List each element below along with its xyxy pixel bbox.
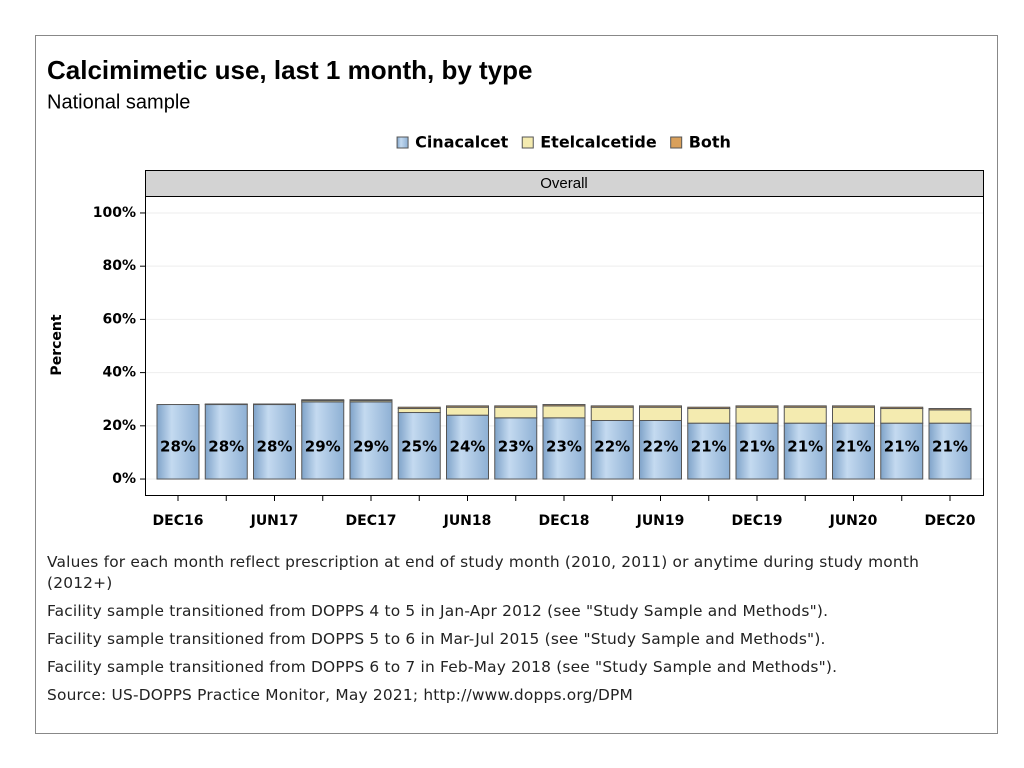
legend: Cinacalcet Etelcalcetide Both [396,133,731,152]
x-tick-label: DEC19 [732,513,783,529]
legend-label: Both [689,133,731,152]
bar-segment [446,405,489,408]
note: Values for each month reflect prescripti… [47,553,920,592]
value-label: 21% [884,438,920,456]
panel-label: Overall [540,175,588,192]
x-tick-label: DEC17 [346,513,397,529]
bar-segment [590,405,634,408]
bar-segment [639,420,682,480]
x-tick-label: JUN19 [636,513,685,529]
bar-segment [687,408,731,424]
bar-segment [735,405,779,408]
bar-segment [639,406,682,422]
bar-segment [349,399,393,402]
x-tick-label: DEC20 [925,513,976,529]
value-label: 22% [643,438,679,456]
bar-segment [397,406,441,410]
legend-label: Etelcalcetide [540,133,657,152]
bar-segment [928,408,972,411]
bar-segment [301,399,345,402]
x-tick-label: JUN18 [443,513,492,529]
value-label: 21% [836,438,872,456]
value-label: 21% [739,438,775,456]
legend-swatch [521,136,534,149]
y-tick-label: 60% [102,311,136,327]
legend-swatch [396,136,409,149]
y-tick-label: 0% [112,471,136,487]
y-tick-label: 40% [102,365,136,381]
x-tick-label: DEC18 [539,513,590,529]
bar-segment [542,417,586,480]
bar-segment [735,406,779,424]
bar-segment [832,422,875,480]
value-label: 25% [401,438,437,456]
value-label: 21% [787,438,823,456]
value-label: 23% [546,438,582,456]
bar-segment [156,404,200,480]
bar-segment [735,422,779,480]
x-tick-label: JUN17 [250,513,299,529]
bar-segment [832,405,875,408]
value-label: 29% [353,438,389,456]
bar-segment [301,401,345,480]
bar-segment [880,408,924,424]
notes: Values for each month reflect prescripti… [47,552,987,713]
bar-segment [204,404,248,480]
bar-segment [687,406,731,410]
bar-segment [253,403,296,406]
value-label: 28% [208,438,244,456]
bar-segment [783,405,827,408]
legend-label: Cinacalcet [415,133,509,152]
value-label: 21% [691,438,727,456]
y-tick-label: 80% [102,258,136,274]
bar-segment [397,412,441,480]
bar-segment [590,406,634,422]
note: Source: US-DOPPS Practice Monitor, May 2… [47,686,633,704]
bar-segment [204,403,248,406]
value-label: 28% [160,438,196,456]
frame [35,35,998,734]
y-axis-label: Percent [49,314,65,375]
bar-segment [639,405,682,408]
note: Facility sample transitioned from DOPPS … [47,630,826,648]
value-label: 24% [450,438,486,456]
bar-segment [542,405,586,419]
value-label: 29% [305,438,341,456]
value-label: 28% [257,438,293,456]
bar-segment [494,406,538,419]
bar-segment [783,406,827,424]
value-label: 21% [932,438,968,456]
bar-segment [928,422,972,480]
value-label: 23% [498,438,534,456]
bar-segment [446,406,489,416]
y-tick-label: 20% [102,418,136,434]
note: Facility sample transitioned from DOPPS … [47,658,838,676]
bar-segment [880,422,924,480]
bar-segment [446,414,489,480]
bar-segment [928,409,972,424]
bar-segment [253,404,296,480]
chart-subtitle: National sample [47,91,190,113]
bar-segment [349,401,393,480]
note: Facility sample transitioned from DOPPS … [47,602,829,620]
value-label: 22% [594,438,630,456]
bar-segment [832,406,875,424]
y-tick-label: 100% [93,205,136,221]
bar-segment [783,422,827,480]
bar-segment [494,405,538,408]
bar-segment [542,404,586,407]
x-tick-label: JUN20 [829,513,878,529]
bar-segment [397,408,441,414]
legend-swatch [670,136,683,149]
chart-title: Calcimimetic use, last 1 month, by type [47,55,532,85]
x-tick-label: DEC16 [153,513,204,529]
bar-segment [880,406,924,410]
